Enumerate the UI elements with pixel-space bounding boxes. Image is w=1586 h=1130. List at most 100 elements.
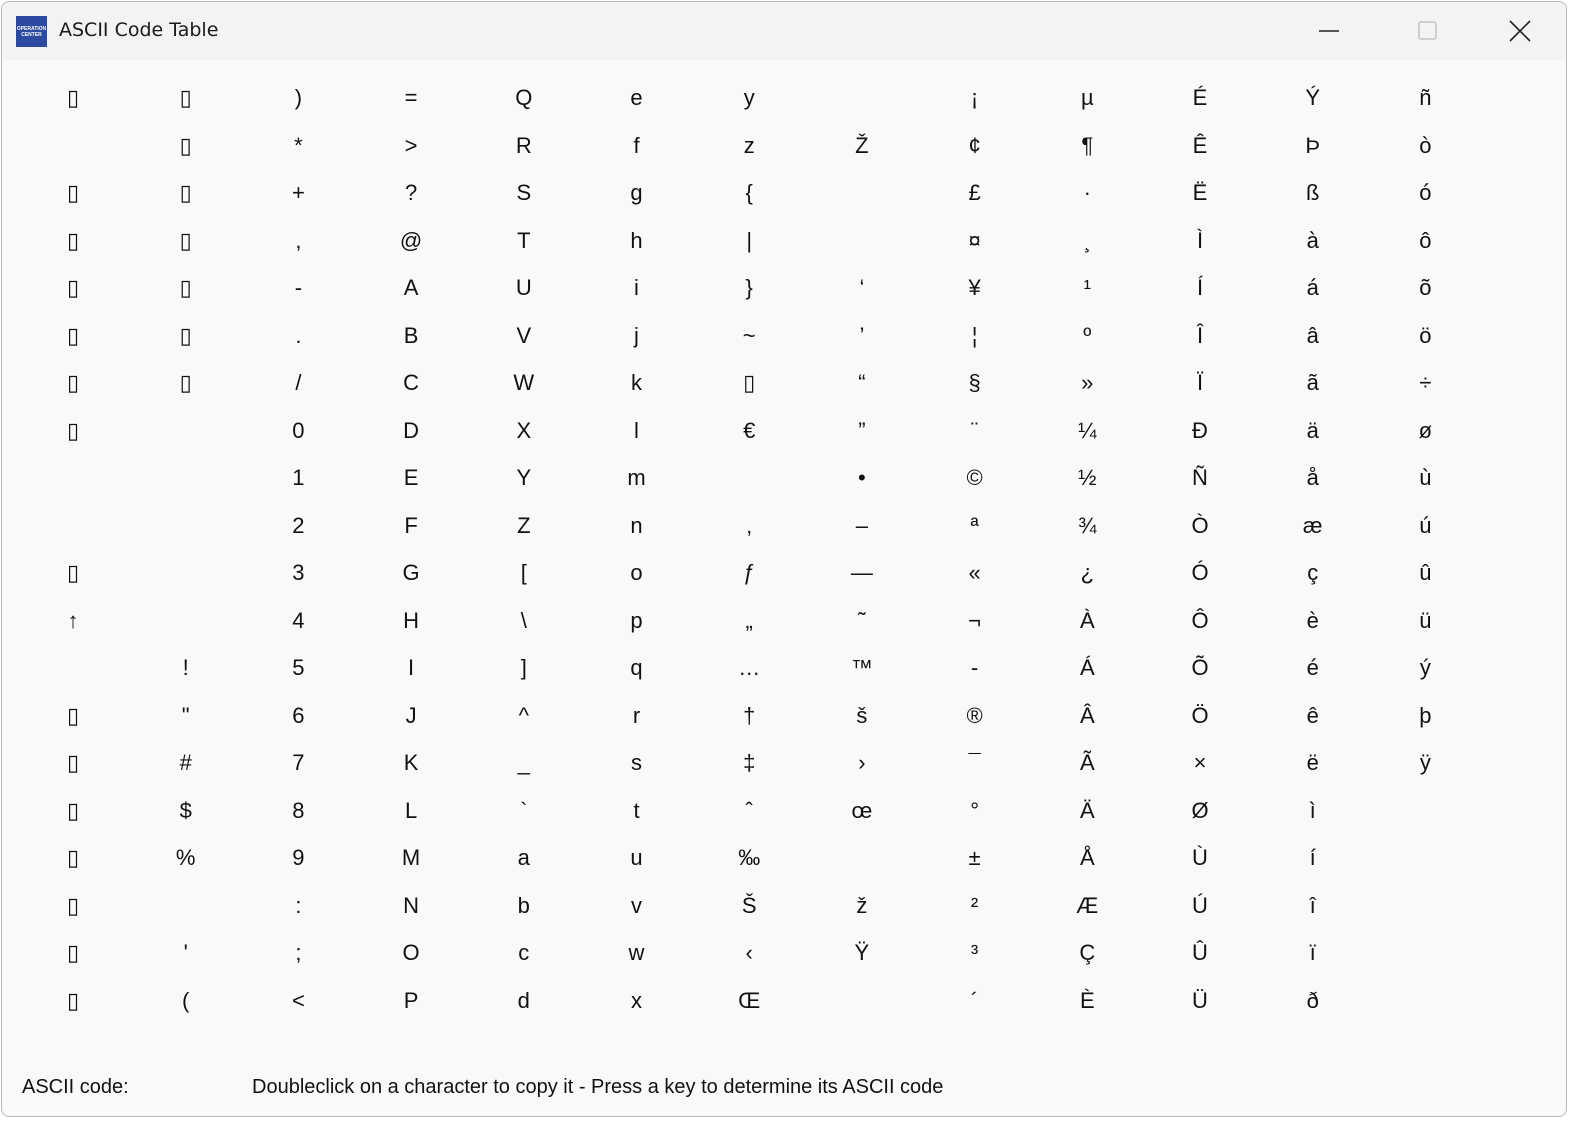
character-cell[interactable]: É [1192,85,1208,110]
character-cell[interactable]: Ä [1079,797,1095,823]
character-cell[interactable]: $ [179,797,192,823]
character-cell[interactable]: m [627,465,646,490]
character-cell[interactable]: ÿ [1419,750,1431,775]
character-cell[interactable]: G [402,560,420,585]
character-cell[interactable]: ▯ [66,702,80,728]
character-cell[interactable] [812,173,912,213]
character-cell[interactable]: 2 [292,512,305,538]
character-cell[interactable]: ç [1307,560,1319,585]
character-cell[interactable]: Á [1079,655,1095,680]
character-cell[interactable]: o [630,560,643,585]
character-cell[interactable]: ¬ [968,607,982,633]
character-cell[interactable] [812,981,912,1021]
minimize-button[interactable] [1284,2,1374,60]
character-cell[interactable]: t [633,797,640,823]
character-cell[interactable]: ‘ [859,275,865,300]
character-cell[interactable]: ” [858,417,866,443]
character-cell[interactable]: L [404,797,418,823]
character-cell[interactable]: u [630,845,643,870]
character-cell[interactable]: ÷ [1419,370,1432,395]
character-cell[interactable]: Ž [855,132,869,158]
character-cell[interactable]: ¤ [968,227,981,253]
character-cell[interactable]: ˆ [745,797,753,823]
character-cell[interactable]: Ê [1192,132,1208,158]
character-cell[interactable]: ê [1306,702,1319,728]
character-cell[interactable] [812,78,912,118]
character-cell[interactable]: 5 [292,655,305,680]
character-cell[interactable]: 8 [292,797,305,823]
character-cell[interactable]: < [291,987,305,1013]
character-cell[interactable]: # [179,750,192,775]
character-cell[interactable] [23,458,123,498]
character-cell[interactable]: ¿ [1080,560,1095,585]
character-cell[interactable]: ) [294,85,303,110]
character-cell[interactable]: ó [1419,180,1432,205]
character-cell[interactable]: í [1309,845,1316,870]
character-cell[interactable]: ¶ [1081,132,1094,158]
character-cell[interactable]: ² [970,892,979,918]
character-cell[interactable]: Ú [1192,892,1208,918]
character-cell[interactable]: > [404,132,418,158]
character-cell[interactable]: , [295,227,302,253]
character-cell[interactable]: ¨ [970,417,979,443]
character-cell[interactable]: H [403,607,420,633]
character-cell[interactable]: ì [1309,797,1316,823]
character-cell[interactable]: U [515,275,532,300]
character-cell[interactable]: Ó [1191,560,1209,585]
character-cell[interactable]: Y [516,465,532,490]
character-cell[interactable]: ò [1419,132,1432,158]
character-cell[interactable]: Õ [1191,655,1209,680]
character-cell[interactable]: Ÿ [854,940,870,965]
character-cell[interactable]: . [295,322,302,348]
character-cell[interactable]: Í [1196,275,1204,300]
character-cell[interactable]: ▯ [179,132,192,158]
character-cell[interactable]: Þ [1305,132,1321,158]
character-cell[interactable]: Â [1079,702,1095,728]
character-cell[interactable]: À [1079,607,1095,633]
character-cell[interactable]: · [1083,180,1091,205]
character-cell[interactable]: l [634,417,639,443]
character-cell[interactable]: œ [851,797,873,823]
character-cell[interactable]: C [403,370,420,395]
character-cell[interactable]: ▯ [66,845,80,870]
character-cell[interactable]: " [181,702,190,728]
character-cell[interactable]: / [295,370,302,395]
character-cell[interactable]: b [517,892,530,918]
character-cell[interactable] [136,886,236,926]
character-cell[interactable]: „ [745,607,753,633]
character-cell[interactable]: Ã [1079,750,1095,775]
character-cell[interactable]: a [517,845,530,870]
character-cell[interactable]: ™ [850,655,873,680]
character-cell[interactable] [812,838,912,878]
character-cell[interactable]: ë [1306,750,1319,775]
character-cell[interactable]: ü [1419,607,1432,633]
character-cell[interactable]: ± [968,845,981,870]
character-cell[interactable]: ▯ [179,227,192,253]
character-cell[interactable]: Ü [1192,987,1208,1013]
character-cell[interactable]: º [1083,322,1092,348]
character-cell[interactable]: x [631,987,642,1013]
character-cell[interactable]: † [743,702,756,728]
character-cell[interactable]: à [1306,227,1319,253]
character-cell[interactable]: r [632,702,641,728]
character-cell[interactable]: - [970,655,979,680]
character-cell[interactable]: £ [968,180,981,205]
character-cell[interactable]: = [404,85,418,110]
character-cell[interactable]: ´ [970,987,979,1013]
character-cell[interactable]: j [634,322,639,348]
character-cell[interactable] [136,506,236,546]
character-cell[interactable]: * [294,132,303,158]
character-cell[interactable]: E [403,465,419,490]
character-cell[interactable]: B [403,322,419,348]
character-cell[interactable]: ' [183,940,188,965]
character-cell[interactable]: } [745,275,753,300]
character-cell[interactable]: 1 [292,465,305,490]
character-cell[interactable]: • [858,465,866,490]
character-cell[interactable]: 9 [292,845,305,870]
character-cell[interactable]: { [745,180,753,205]
character-cell[interactable]: › [858,750,866,775]
character-cell[interactable]: V [516,322,532,348]
character-cell[interactable]: ‹ [745,940,753,965]
character-cell[interactable]: ¸ [1083,227,1091,253]
character-cell[interactable]: – [855,512,869,538]
